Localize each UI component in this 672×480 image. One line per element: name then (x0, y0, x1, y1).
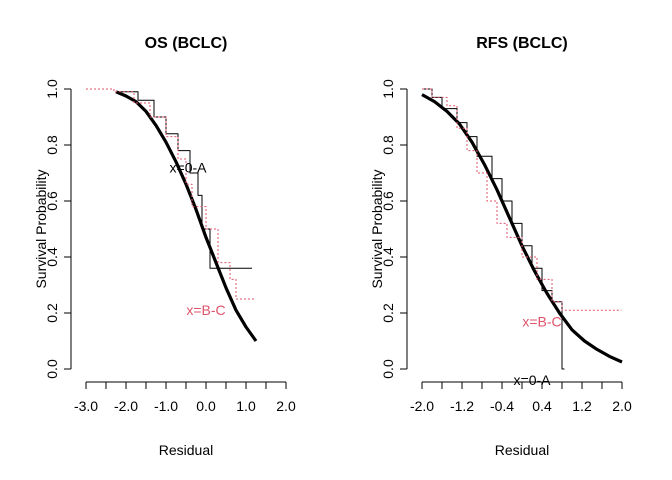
y-tick-label: 0.4 (380, 247, 396, 267)
x-tick-label: 2.0 (612, 398, 632, 414)
y-tick-label: 1.0 (44, 79, 60, 99)
x-tick-label: 1.2 (572, 398, 592, 414)
annotation-b-c: x=B-C (522, 313, 561, 329)
y-tick-label: 0.2 (44, 303, 60, 323)
x-tick-label: -3.0 (74, 398, 98, 414)
chart-title: OS (BCLC) (145, 35, 228, 52)
chart-title: RFS (BCLC) (476, 35, 568, 52)
km-curve-group-0-a (422, 88, 565, 370)
rfs-panel: RFS (BCLC) -2.0 -1.2 -0.4 0.4 1.2 2.0 Residual 0… (369, 35, 632, 458)
km-curve-group-b-c (86, 88, 256, 300)
x-tick-label: -2.0 (114, 398, 138, 414)
x-axis-label: Residual (159, 442, 213, 458)
y-tick-label: 0.2 (380, 303, 396, 323)
x-axis-label: Residual (495, 442, 549, 458)
annotation-0-a: x=0-A (170, 159, 208, 175)
km-curve-group-b-c (422, 88, 622, 311)
x-tick-label: -1.0 (154, 398, 178, 414)
y-tick-label: 0.6 (44, 191, 60, 211)
x-tick-label: 0.4 (532, 398, 552, 414)
x-tick-label: 2.0 (276, 398, 296, 414)
y-axis-label: Survival Probability (369, 169, 385, 288)
y-tick-label: 0.8 (44, 135, 60, 155)
y-tick-label: 0.8 (380, 135, 396, 155)
y-tick-label: 0.0 (380, 359, 396, 379)
annotation-0-a: x=0-A (514, 372, 552, 388)
x-tick-label: -0.4 (490, 398, 514, 414)
y-tick-label: 0.6 (380, 191, 396, 211)
x-tick-label: 0.0 (196, 398, 216, 414)
y-tick-label: 0.0 (44, 359, 60, 379)
x-tick-label: 1.0 (236, 398, 256, 414)
km-curve-group-0-a (118, 91, 252, 269)
annotation-b-c: x=B-C (186, 302, 225, 318)
y-axis-label: Survival Probability (33, 169, 49, 288)
y-tick-label: 0.4 (44, 247, 60, 267)
x-tick-label: -1.2 (450, 398, 474, 414)
x-tick-label: -2.0 (410, 398, 434, 414)
y-tick-label: 1.0 (380, 79, 396, 99)
fitted-survival-curve (115, 90, 258, 342)
os-panel: OS (BCLC) -3.0 -2.0 -1.0 0.0 1.0 2.0 Residual 0.… (33, 35, 296, 458)
